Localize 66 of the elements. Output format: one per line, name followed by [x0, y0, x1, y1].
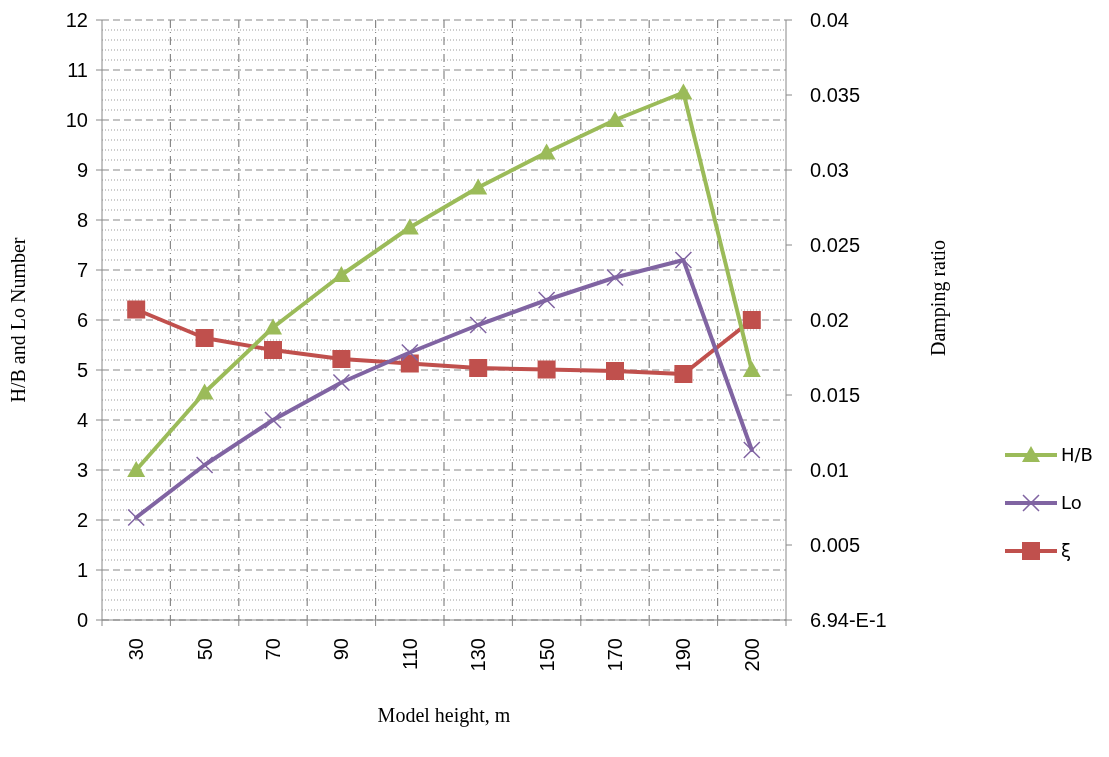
point: [742, 361, 761, 377]
point: [469, 316, 487, 334]
legend-label: ξ: [1061, 540, 1072, 562]
point: [264, 318, 282, 335]
x-tick-label: 70: [262, 638, 284, 661]
x-tick-label: 200: [740, 638, 763, 672]
y2-tick-label: 0.005: [810, 534, 861, 556]
point: [195, 383, 214, 400]
point: [537, 360, 556, 379]
y-tick-label: 0: [76, 609, 88, 631]
point: [742, 311, 761, 329]
y2-tick-label: 0.02: [810, 309, 849, 331]
point: [469, 178, 488, 195]
point: [127, 461, 146, 477]
y2-tick-label: 0.04: [810, 9, 849, 31]
point: [127, 508, 145, 527]
legend-label: H/B: [1061, 444, 1093, 466]
y-tick-label: 6: [76, 309, 88, 331]
point: [264, 411, 282, 429]
point: [264, 341, 282, 359]
y2-tick-label: 0.025: [810, 234, 861, 256]
x-tick-label: 110: [398, 638, 421, 670]
y2-tick-label: 0.01: [810, 459, 849, 481]
x-tick-label: 170: [604, 638, 626, 672]
y-tick-label: 7: [76, 259, 88, 281]
x-tick-label: 190: [672, 638, 695, 672]
y-tick-label: 10: [65, 109, 88, 131]
point: [332, 373, 351, 392]
y2-axis-title: Damping ratio: [927, 239, 950, 357]
y2-tick-label: 0.015: [810, 384, 861, 406]
point: [127, 300, 146, 319]
legend-label: Lo: [1061, 492, 1082, 514]
point: [332, 266, 351, 282]
y-tick-label: 5: [76, 359, 88, 381]
x-tick-label: 30: [125, 638, 148, 661]
point: [401, 343, 419, 362]
point: [743, 441, 761, 459]
y-axis-title: H/B and Lo Number: [7, 237, 29, 403]
point: [606, 111, 624, 127]
y-tick-label: 1: [76, 559, 88, 581]
y2-tick-label: 0.03: [810, 159, 849, 181]
point: [674, 83, 693, 100]
point: [195, 456, 214, 474]
y2-tick-label: 6.94-E-1: [810, 609, 887, 631]
point: [606, 268, 624, 287]
y-tick-label: 12: [65, 9, 88, 31]
point: [674, 365, 693, 383]
y-tick-label: 9: [76, 159, 88, 181]
y-tick-label: 8: [76, 209, 88, 231]
y-tick-label: 4: [76, 409, 88, 431]
point: [195, 329, 214, 347]
point: [537, 291, 556, 309]
point: [469, 359, 488, 377]
point: [537, 143, 556, 160]
x-tick-label: 130: [467, 638, 490, 672]
x-tick-label: 150: [535, 638, 558, 672]
point: [674, 251, 693, 269]
x-tick-label: 90: [330, 638, 353, 661]
y-tick-label: 11: [67, 59, 88, 81]
y-tick-label: 3: [76, 459, 88, 481]
x-tick-label: 50: [193, 638, 216, 661]
x-axis-title: Model height, m: [377, 704, 511, 727]
point: [606, 362, 624, 380]
y2-tick-label: 0.035: [810, 84, 861, 106]
point: [332, 350, 351, 368]
y-tick-label: 2: [76, 509, 88, 531]
